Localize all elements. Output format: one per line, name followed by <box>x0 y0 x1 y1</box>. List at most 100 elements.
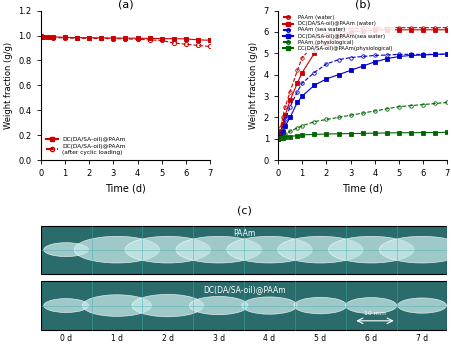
DC(DA/SA-oil)@PAAm (water) <box>335 34 341 38</box>
PAAm (physiological) <box>444 100 449 104</box>
PAAm (sea water) <box>432 52 437 56</box>
DC(DA/SA-oil)@PAAm (water) <box>408 28 413 32</box>
DC(DA/SA-oil)@PAAm(sea water) <box>347 68 353 72</box>
Text: 6 d: 6 d <box>364 334 377 342</box>
DC(DA/SA-oil)@PAAm <box>86 36 92 40</box>
Text: 0 d: 0 d <box>60 334 72 342</box>
PAAm (sea water) <box>396 52 401 56</box>
Line: PAAm (physiological): PAAm (physiological) <box>276 101 448 140</box>
DC(DA/SA-oil)@PAAm (water) <box>432 28 437 32</box>
DC(DA/SA-oil)@PAAm
(after cyclic loading) <box>147 38 152 42</box>
PAAm (physiological) <box>335 115 341 119</box>
Y-axis label: Weight fraction (g/g): Weight fraction (g/g) <box>4 42 13 129</box>
PAAm (water) <box>371 26 377 30</box>
DC(DA/SA-oil)@PAAm <box>171 37 176 41</box>
DC(DA/SA-oil)@PAAm <box>147 36 152 41</box>
DC(DA/SA-oil)@PAAm
(after cyclic loading) <box>183 42 188 46</box>
DC(DA/SA-oil)@PAAm(sea water) <box>383 56 389 61</box>
PAAm (water) <box>419 25 425 30</box>
DC(DA/SA-oil)@PAAm (water) <box>323 41 328 45</box>
Circle shape <box>328 236 413 263</box>
PAAm (sea water) <box>299 81 304 85</box>
PAAm (sea water) <box>280 126 285 130</box>
Circle shape <box>189 297 248 315</box>
Line: DC(DA/SA-oil)@PAAm
(after cyclic loading): DC(DA/SA-oil)@PAAm (after cyclic loading… <box>38 35 212 49</box>
DC(DA/SA-oil)@PAAm
(after cyclic loading) <box>134 37 140 41</box>
DC(DA/SA-oil)@PAAm(sea water) <box>359 64 365 68</box>
PAAm (water) <box>383 25 389 30</box>
Line: DC(DA/SA-oil)@PAAm: DC(DA/SA-oil)@PAAm <box>38 34 212 42</box>
DC(DA/SA-oil)@PAAm(physiological) <box>299 133 304 137</box>
Legend: PAAm (water), DC(DA/SA-oil)@PAAm (water), PAAm (sea water), DC(DA/SA-oil)@PAAm(s: PAAm (water), DC(DA/SA-oil)@PAAm (water)… <box>280 13 394 53</box>
Circle shape <box>44 299 88 312</box>
PAAm (physiological) <box>323 117 328 121</box>
DC(DA/SA-oil)@PAAm <box>110 36 116 40</box>
Text: 2 d: 2 d <box>161 334 174 342</box>
PAAm (physiological) <box>408 103 413 108</box>
DC(DA/SA-oil)@PAAm(sea water) <box>396 54 401 59</box>
PAAm (physiological) <box>419 102 425 107</box>
DC(DA/SA-oil)@PAAm <box>122 36 128 40</box>
PAAm (sea water) <box>371 53 377 58</box>
PAAm (water) <box>347 26 353 31</box>
DC(DA/SA-oil)@PAAm(physiological) <box>408 131 413 135</box>
Text: DC(DA/SA-oil)@PAAm: DC(DA/SA-oil)@PAAm <box>202 285 285 294</box>
DC(DA/SA-oil)@PAAm(sea water) <box>287 115 292 119</box>
DC(DA/SA-oil)@PAAm(sea water) <box>444 52 449 56</box>
DC(DA/SA-oil)@PAAm (water) <box>287 98 292 102</box>
DC(DA/SA-oil)@PAAm (water) <box>275 137 280 141</box>
PAAm (sea water) <box>311 70 316 74</box>
DC(DA/SA-oil)@PAAm(sea water) <box>275 137 280 141</box>
Circle shape <box>44 243 88 257</box>
Circle shape <box>132 294 203 317</box>
DC(DA/SA-oil)@PAAm(physiological) <box>396 131 401 135</box>
DC(DA/SA-oil)@PAAm (water) <box>294 81 299 85</box>
PAAm (sea water) <box>294 90 299 94</box>
PAAm (water) <box>299 55 304 60</box>
PAAm (physiological) <box>432 101 437 106</box>
PAAm (water) <box>275 137 280 141</box>
DC(DA/SA-oil)@PAAm(sea water) <box>311 83 316 88</box>
DC(DA/SA-oil)@PAAm <box>183 37 188 41</box>
Text: PAAm: PAAm <box>232 229 255 238</box>
DC(DA/SA-oil)@PAAm (water) <box>396 28 401 32</box>
PAAm (sea water) <box>282 117 287 121</box>
PAAm (physiological) <box>294 126 299 130</box>
DC(DA/SA-oil)@PAAm (water) <box>280 122 285 126</box>
DC(DA/SA-oil)@PAAm <box>159 36 164 41</box>
PAAm (sea water) <box>419 52 425 56</box>
PAAm (sea water) <box>277 132 282 137</box>
DC(DA/SA-oil)@PAAm
(after cyclic loading) <box>50 36 55 40</box>
Text: 5 d: 5 d <box>313 334 326 342</box>
DC(DA/SA-oil)@PAAm(physiological) <box>371 131 377 135</box>
DC(DA/SA-oil)@PAAm
(after cyclic loading) <box>40 35 46 40</box>
X-axis label: Time (d): Time (d) <box>105 184 146 194</box>
DC(DA/SA-oil)@PAAm
(after cyclic loading) <box>159 38 164 43</box>
PAAm (sea water) <box>335 58 341 62</box>
PAAm (water) <box>323 32 328 36</box>
PAAm (water) <box>287 90 292 94</box>
PAAm (sea water) <box>287 104 292 109</box>
DC(DA/SA-oil)@PAAm <box>207 38 212 42</box>
DC(DA/SA-oil)@PAAm <box>50 35 55 39</box>
DC(DA/SA-oil)@PAAm(physiological) <box>432 130 437 134</box>
DC(DA/SA-oil)@PAAm
(after cyclic loading) <box>74 36 79 40</box>
DC(DA/SA-oil)@PAAm <box>98 36 104 40</box>
PAAm (physiological) <box>371 109 377 113</box>
PAAm (water) <box>277 126 282 130</box>
Circle shape <box>74 236 159 263</box>
Circle shape <box>82 295 151 316</box>
DC(DA/SA-oil)@PAAm(sea water) <box>335 72 341 77</box>
Text: 7 d: 7 d <box>415 334 427 342</box>
Text: 1 d: 1 d <box>110 334 123 342</box>
DC(DA/SA-oil)@PAAm(physiological) <box>311 132 316 137</box>
PAAm (physiological) <box>280 134 285 139</box>
Text: 10 mm: 10 mm <box>363 311 385 316</box>
DC(DA/SA-oil)@PAAm(physiological) <box>280 136 285 140</box>
DC(DA/SA-oil)@PAAm(sea water) <box>432 52 437 56</box>
PAAm (physiological) <box>383 107 389 111</box>
Circle shape <box>277 236 362 263</box>
DC(DA/SA-oil)@PAAm
(after cyclic loading) <box>45 35 51 40</box>
DC(DA/SA-oil)@PAAm(sea water) <box>419 53 425 57</box>
Line: PAAm (water): PAAm (water) <box>276 26 448 140</box>
